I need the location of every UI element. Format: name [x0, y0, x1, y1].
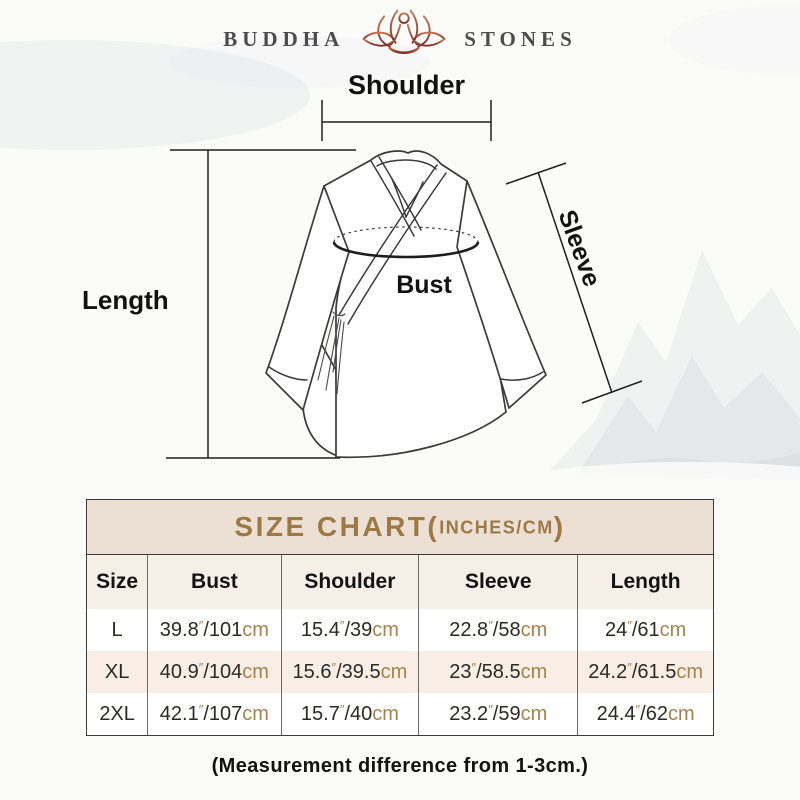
collar-inner-line — [376, 159, 437, 170]
lotus-meditation-icon — [362, 9, 446, 55]
column-header-bust: Bust — [147, 555, 282, 609]
measurement-cell: 15.6″/39.5cm — [280, 651, 419, 693]
measurement-note: (Measurement difference from 1-3cm.) — [211, 755, 589, 777]
measurement-cell: 39.8″/101cm — [147, 609, 282, 651]
brand-name-left: BUDDHA — [223, 26, 345, 51]
wrap-band-inner — [347, 172, 447, 325]
brand-name-right: STONES — [464, 26, 577, 51]
size-chart-title-units: INCHES/CM — [439, 517, 554, 538]
measurement-cell: 23″/58.5cm — [418, 651, 578, 693]
measurement-cell: 40.9″/104cm — [147, 651, 282, 693]
size-row-2xl: 2XL 42.1″/107cm 15.7″/40cm 23.2″/59cm 24.4″/… — [87, 693, 713, 735]
measurement-cell: 24.2″/61.5cm — [577, 651, 713, 693]
bust-ellipse — [332, 226, 480, 259]
size-cell: 2XL — [99, 702, 135, 725]
size-row-xl: XL 40.9″/104cm 15.6″/39.5cm 23″/58.5cm 24.2″… — [87, 651, 713, 693]
size-chart-title-close: ) — [553, 511, 566, 542]
measurement-cell: 15.7″/40cm — [280, 693, 419, 735]
size-cell: L — [111, 618, 123, 641]
left-sleeve — [265, 185, 350, 411]
length-label: Length — [82, 285, 169, 315]
measurement-cell: 23.2″/59cm — [418, 693, 578, 735]
sleeve-measure-line — [537, 171, 613, 394]
size-row-l: L 39.8″/101cm 15.4″/39cm 22.8″/58cm 24″/61cm — [87, 609, 713, 651]
size-chart-title-main: SIZE CHART( — [234, 511, 440, 542]
measurement-cell: 42.1″/107cm — [147, 693, 282, 735]
size-chart-table: Size Bust Shoulder Sleeve Length L 39.8″/101c… — [87, 555, 713, 735]
column-header-size: Size — [96, 570, 139, 593]
garment-outline — [265, 150, 547, 459]
measurement-cell: 22.8″/58cm — [418, 609, 578, 651]
size-cell: XL — [104, 660, 130, 683]
size-chart-title: SIZE CHART(INCHES/CM) — [87, 500, 713, 555]
watercolor-mountains-art — [0, 5, 800, 514]
measurement-cell: 24″/61cm — [577, 609, 713, 651]
size-chart-body: L 39.8″/101cm 15.4″/39cm 22.8″/58cm 24″/61cm… — [87, 609, 713, 735]
right-cuff-line — [500, 371, 544, 381]
measurement-lines — [166, 100, 643, 459]
column-header-sleeve: Sleeve — [418, 555, 578, 609]
wrap-band-outer — [338, 164, 438, 316]
garment-details — [268, 156, 544, 381]
brand-logo: BUDDHA STONES — [0, 6, 800, 72]
measurement-cell: 15.4″/39cm — [280, 609, 419, 651]
shoulder-label: Shoulder — [347, 70, 465, 100]
measurement-cell: 24.4″/62cm — [577, 693, 713, 735]
size-chart-header-row: Size Bust Shoulder Sleeve Length — [87, 555, 713, 609]
column-header-shoulder: Shoulder — [280, 555, 419, 609]
left-cuff-line — [268, 366, 308, 381]
bust-label: Bust — [396, 271, 452, 299]
right-sleeve — [456, 180, 547, 409]
waist-tassels — [317, 311, 346, 395]
size-chart: SIZE CHART(INCHES/CM) Size Bust Shoulder Sl… — [86, 499, 714, 736]
column-header-length: Length — [577, 555, 713, 609]
